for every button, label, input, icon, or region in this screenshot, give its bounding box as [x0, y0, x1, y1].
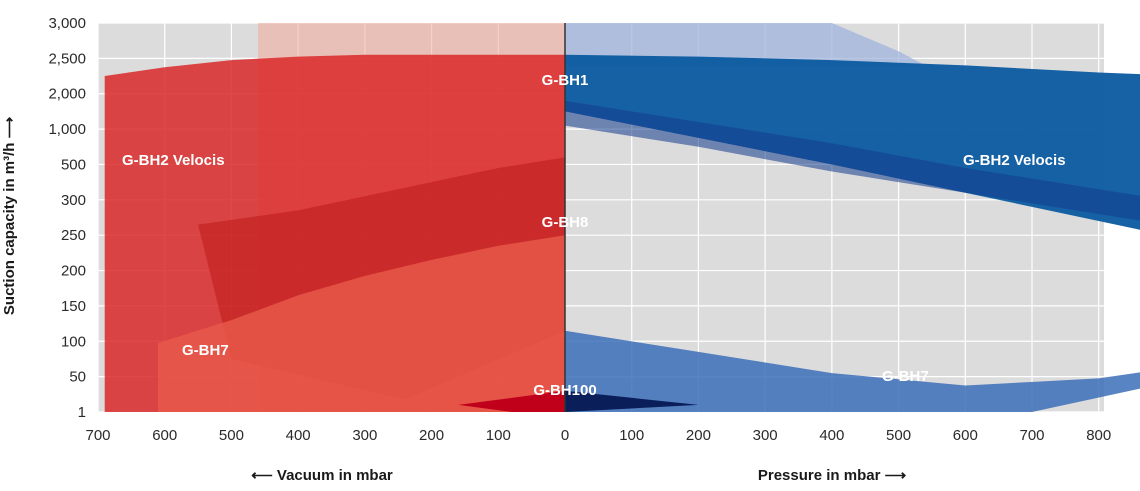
- x-tick-pr-6: 700: [1019, 427, 1044, 444]
- label-g-bh2-velocis-right: G-BH2 Velocis: [963, 152, 1066, 169]
- label-g-bh7-left: G-BH7: [182, 342, 229, 359]
- y-tick-8: 1,000: [48, 121, 86, 138]
- x-tick-vac-4: 300: [352, 427, 377, 444]
- region-g-bh100-pressure: [565, 390, 699, 412]
- x-tick-vac-7: 0: [561, 427, 569, 444]
- x-tick-vac-0: 700: [85, 427, 110, 444]
- region-g-bh7-vacuum: [158, 235, 565, 412]
- y-tick-11: 3,000: [48, 15, 86, 32]
- y-tick-9: 2,000: [48, 86, 86, 103]
- y-tick-1: 50: [69, 369, 86, 386]
- label-g-bh100: G-BH100: [533, 382, 596, 399]
- x-tick-vac-2: 500: [219, 427, 244, 444]
- y-tick-6: 300: [61, 192, 86, 209]
- label-g-bh2-velocis-left: G-BH2 Velocis: [122, 152, 225, 169]
- x-tick-pr-7: 800: [1086, 427, 1111, 444]
- x-tick-pr-3: 400: [819, 427, 844, 444]
- regions-layer: [104, 23, 1140, 413]
- y-tick-2: 100: [61, 333, 86, 350]
- x-tick-vac-1: 600: [152, 427, 177, 444]
- label-g-bh7-right: G-BH7: [882, 368, 929, 385]
- region-g-bh7-pressure: [565, 330, 1140, 412]
- x-tick-vac-6: 100: [486, 427, 511, 444]
- label-g-bh1: G-BH1: [542, 72, 589, 89]
- y-tick-5: 250: [61, 227, 86, 244]
- y-tick-3: 150: [61, 298, 86, 315]
- label-g-bh8: G-BH8: [542, 214, 589, 231]
- x-tick-vac-3: 400: [286, 427, 311, 444]
- region-g-bh8-pressure: [565, 100, 1140, 221]
- x-tick-labels: 700 600 500 400 300 200 100 0 100 200 300 400 500 600…: [85, 427, 1111, 444]
- y-tick-7: 500: [61, 156, 86, 173]
- x-tick-pr-4: 500: [886, 427, 911, 444]
- x-tick-pr-1: 200: [686, 427, 711, 444]
- y-tick-0: 1: [78, 404, 86, 421]
- x-tick-pr-5: 600: [953, 427, 978, 444]
- x-tick-pr-2: 300: [753, 427, 778, 444]
- x-axis-title-vacuum: ⟵ Vacuum in mbar: [251, 467, 393, 484]
- x-tick-vac-5: 200: [419, 427, 444, 444]
- region-g-bh1-pressure: [565, 23, 926, 66]
- y-axis-title: Suction capacity in m³/h ⟶: [1, 116, 18, 315]
- y-tick-labels: 1501001502002503005001,0002,0002,5003,00…: [48, 15, 86, 421]
- y-tick-10: 2,500: [48, 50, 86, 67]
- y-tick-4: 200: [61, 263, 86, 280]
- region-labels: G-BH1 G-BH2 Velocis G-BH2 Velocis G-BH8 …: [122, 72, 1066, 399]
- region-g-bh100-vacuum: [458, 390, 565, 412]
- x-axis-title-pressure: Pressure in mbar ⟶: [758, 467, 907, 484]
- x-tick-pr-0: 100: [619, 427, 644, 444]
